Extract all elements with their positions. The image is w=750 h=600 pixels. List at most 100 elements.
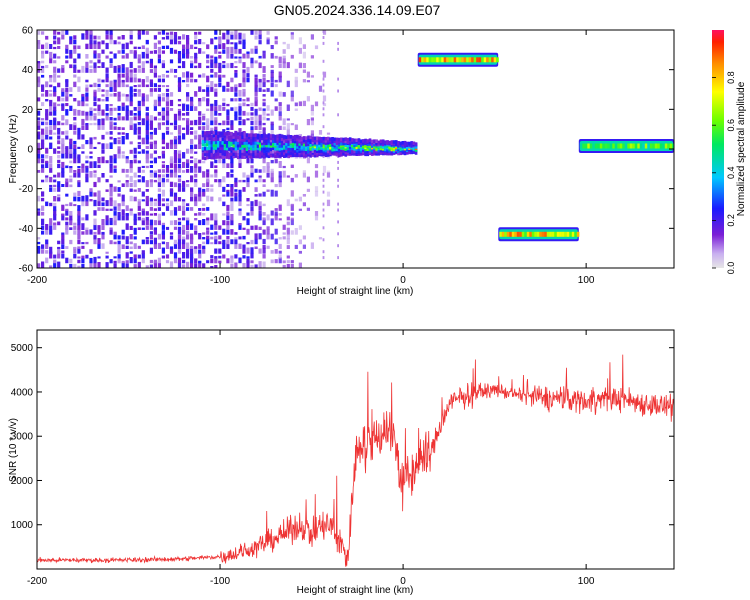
spectrogram-track-cell <box>225 149 229 154</box>
spectrogram-track-cell <box>397 141 400 145</box>
spectrogram-noise-cell <box>65 48 69 54</box>
spectrogram-track-cell <box>283 151 286 155</box>
spectrogram-noise-cell <box>53 90 57 97</box>
spectrogram-noise-cell <box>258 261 262 268</box>
spectrogram-noise-cell <box>177 114 182 121</box>
spectrogram-noise-cell <box>125 174 129 178</box>
spectrogram-noise-cell <box>169 38 174 45</box>
spectrogram-track-cell <box>254 133 258 137</box>
spectrogram-noise-cell <box>69 239 73 245</box>
spectrogram-track-cell <box>309 151 312 155</box>
spectrogram-noise-cell <box>157 213 161 221</box>
spectrogram-noise-cell <box>262 94 266 97</box>
spectrogram-track-cell <box>241 151 244 156</box>
spectrogram-noise-cell <box>93 239 97 245</box>
spectrogram-noise-cell <box>81 258 85 264</box>
spectrogram-noise-cell <box>141 217 145 221</box>
spectrogram-track-cell <box>313 151 317 156</box>
spectrogram-noise-cell <box>49 246 53 254</box>
spectrogram-noise-cell <box>109 117 113 121</box>
spectrogram-track-cell <box>375 141 378 146</box>
spectrogram-noise-cell <box>194 65 198 69</box>
spectrogram-track-cell <box>307 145 310 149</box>
spectrogram-noise-cell <box>121 73 125 78</box>
spectrogram-noise-cell <box>169 59 174 64</box>
spectrogram-noise-cell <box>117 187 121 192</box>
spectrogram-noise-cell <box>182 152 186 159</box>
spectrogram-noise-cell <box>129 118 133 126</box>
spectrogram-noise-cell <box>298 62 302 69</box>
spectrogram-noise-cell <box>93 50 97 54</box>
spectrogram-segment-cell <box>566 231 570 237</box>
spectrogram-noise-cell <box>113 260 117 264</box>
spectrogram-noise-cell <box>37 245 41 249</box>
spectrogram-noise-cell <box>141 96 145 102</box>
spectrogram-noise-cell <box>37 142 41 149</box>
spectrogram-noise-cell <box>242 38 246 45</box>
spectrogram-noise-cell <box>145 200 149 207</box>
spectrogram-noise-cell <box>246 256 250 259</box>
spectrogram-track-cell <box>252 133 255 138</box>
spectrogram-noise-cell <box>194 258 198 264</box>
spectrogram-noise-cell <box>85 165 89 173</box>
spectrogram-noise-cell <box>226 115 230 121</box>
spectrogram-noise-cell <box>61 239 65 245</box>
spectrogram-noise-cell <box>242 69 246 73</box>
spectrogram-noise-cell <box>186 119 190 126</box>
spectrogram-track-cell <box>236 149 240 153</box>
spectrogram-track-cell <box>243 146 247 150</box>
spectrogram-noise-cell <box>129 110 133 116</box>
spectrogram-noise-cell <box>85 254 89 259</box>
spectrogram-noise-cell <box>65 135 69 140</box>
spectrogram-noise-cell <box>61 33 65 40</box>
spectrogram-noise-cell <box>97 66 101 68</box>
spectrogram-noise-cell <box>210 161 214 168</box>
spectrogram-noise-cell <box>109 155 113 159</box>
spectrogram-track-cell <box>333 150 337 155</box>
spectrogram-noise-cell <box>149 69 153 73</box>
spectrogram-noise-cell <box>314 190 319 197</box>
spectrogram-noise-cell <box>186 230 190 235</box>
spectrogram-noise-cell <box>210 196 214 202</box>
spectrogram-noise-cell <box>254 187 258 192</box>
spectrogram-track-cell <box>208 146 211 151</box>
spectrogram-noise-cell <box>290 260 294 264</box>
spectrogram-noise-cell <box>89 114 93 121</box>
spectrogram-noise-cell <box>210 174 214 178</box>
spectrogram-noise-cell <box>133 93 137 97</box>
spectrogram-noise-cell <box>182 204 186 211</box>
spectrogram-track-cell <box>239 140 242 145</box>
spectrogram-noise-cell <box>53 73 57 78</box>
spectrogram-noise-cell <box>270 250 274 254</box>
spectrogram-noise-cell <box>149 124 153 130</box>
spectrogram-noise-cell <box>262 261 266 268</box>
spectrogram-noise-cell <box>186 38 190 45</box>
spectrogram-noise-cell <box>61 167 65 173</box>
spectrogram-noise-cell <box>161 85 165 88</box>
spectrogram-noise-cell <box>290 217 294 221</box>
spectrogram-track-cell <box>243 138 247 142</box>
spectrogram-noise-cell <box>177 135 182 140</box>
spectrogram-noise-cell <box>65 60 69 64</box>
spectrogram-track-cell <box>239 132 242 136</box>
spectrogram-noise-cell <box>49 187 53 192</box>
spectrogram-track-cell <box>263 139 266 143</box>
spectrogram-noise-cell <box>322 30 327 35</box>
spectrogram-track-cell <box>276 139 279 144</box>
spectrogram-noise-cell <box>129 195 133 202</box>
spectrogram-noise-cell <box>61 131 65 135</box>
spectrogram-noise-cell <box>286 255 290 259</box>
spectrogram-segment-cell <box>592 143 595 149</box>
spectrogram-noise-cell <box>214 88 218 92</box>
spectrogram-noise-cell <box>186 43 190 49</box>
y-tick-label: 60 <box>22 26 34 37</box>
x-tick-label: 0 <box>400 576 406 587</box>
spectrogram-noise-cell <box>214 45 218 50</box>
spectrogram-noise-cell <box>182 252 186 259</box>
spectrogram-noise-cell <box>222 43 226 50</box>
spectrogram-track-cell <box>298 149 301 154</box>
spectrogram-noise-cell <box>202 126 206 130</box>
spectrogram-noise-cell <box>286 245 290 249</box>
spectrogram-noise-cell <box>157 220 161 226</box>
spectrogram-track-cell <box>206 155 209 160</box>
